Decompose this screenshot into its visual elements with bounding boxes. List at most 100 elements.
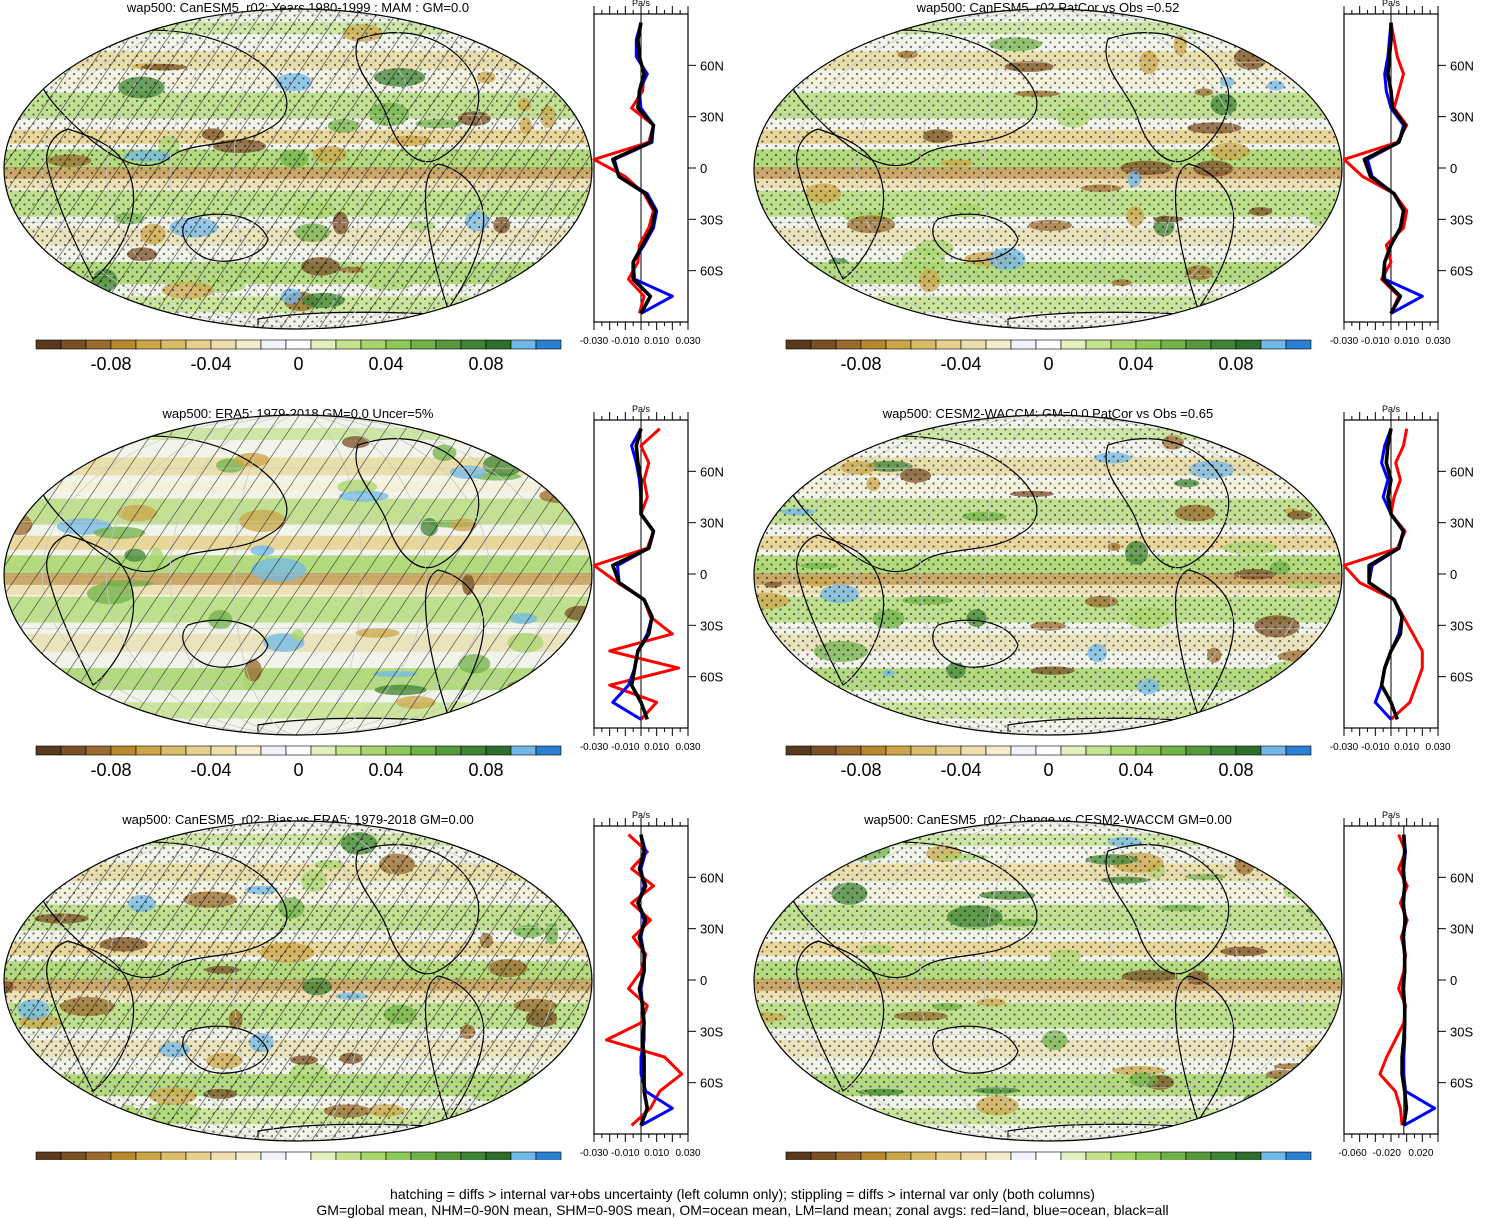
colorbar-swatch <box>1135 1151 1162 1160</box>
colorbar-swatch <box>335 745 362 756</box>
colorbar-swatch <box>535 339 562 350</box>
colorbar-swatch <box>985 745 1012 756</box>
colorbar-swatch <box>35 745 62 756</box>
colorbar-tick-label: 0.08 <box>1218 760 1253 780</box>
colorbar-swatch <box>160 1151 187 1160</box>
map-anomaly <box>558 677 587 688</box>
map-panel <box>754 821 1342 1141</box>
zonal-x-tick-label: 0.030 <box>675 742 700 753</box>
zonal-x-tick-label: -0.060 <box>1338 1148 1367 1159</box>
colorbar-swatch <box>435 1151 462 1160</box>
colorbar-swatch <box>235 339 262 350</box>
colorbar-tick-label: -0.04 <box>940 354 981 374</box>
panel-6: wap500: CanESM5_r02: Change vs CESM2-WAC… <box>753 810 1474 1160</box>
colorbar-tick-label: 0.04 <box>1118 760 1153 780</box>
zonal-x-tick-label: -0.020 <box>1373 1148 1402 1159</box>
colorbar-swatch <box>910 745 937 756</box>
colorbar-swatch <box>1260 1151 1287 1160</box>
zonal-unit-label: Pa/s <box>1382 810 1401 820</box>
zonal-lat-label: 30S <box>1450 618 1473 633</box>
colorbar-swatch <box>185 745 212 756</box>
stipple-overlay <box>754 821 1342 1141</box>
colorbar-swatch <box>1010 339 1037 350</box>
zonal-lat-label: 60N <box>1450 870 1474 885</box>
stipple-overlay <box>754 9 1342 329</box>
colorbar-swatch <box>935 1151 962 1160</box>
colorbar-swatch <box>835 1151 862 1160</box>
map-anomaly <box>538 859 574 878</box>
map-anomaly <box>772 273 789 289</box>
colorbar-swatch <box>85 339 112 350</box>
map-panel <box>4 415 592 735</box>
colorbar-swatch <box>1135 745 1162 756</box>
panel-title: wap500: ERA5: 1979-2018 GM=0.0 Uncer=5% <box>161 406 433 421</box>
colorbar-swatch <box>285 745 312 756</box>
colorbar-swatch <box>1085 1151 1112 1160</box>
zonal-lat-label: 0 <box>700 973 707 988</box>
map-anomaly <box>4 696 42 717</box>
colorbar-swatch <box>1035 745 1062 756</box>
map-anomaly <box>757 66 808 82</box>
map-anomaly <box>766 686 782 698</box>
colorbar-swatch <box>1010 1151 1037 1160</box>
zonal-lat-label: 30N <box>1450 922 1474 937</box>
colorbar-tick-label: 0.04 <box>368 760 403 780</box>
zonal-line-all <box>1400 834 1409 1126</box>
colorbar-swatch <box>1285 339 1312 350</box>
map-anomaly <box>781 280 827 288</box>
map-anomaly <box>776 862 816 882</box>
colorbar-swatch <box>460 1151 487 1160</box>
colorbar-swatch <box>985 339 1012 350</box>
zonal-line-all <box>1362 22 1407 315</box>
colorbar-swatch <box>210 339 237 350</box>
zonal-lat-label: 60N <box>700 464 724 479</box>
colorbar-swatch <box>510 745 537 756</box>
colorbar-swatch <box>885 1151 912 1160</box>
colorbar-swatch <box>1060 339 1087 350</box>
zonal-unit-label: Pa/s <box>632 404 651 414</box>
colorbar-swatch <box>35 339 62 350</box>
panel-3: wap500: ERA5: 1979-2018 GM=0.0 Uncer=5% -… <box>3 404 724 780</box>
map-anomaly <box>819 842 861 849</box>
colorbar-swatch <box>860 1151 887 1160</box>
zonal-x-tick-label: 0.010 <box>644 336 669 347</box>
colorbar-swatch <box>1260 339 1287 350</box>
colorbar-swatch <box>135 1151 162 1160</box>
colorbar-swatch <box>385 1151 412 1160</box>
colorbar-swatch <box>485 745 512 756</box>
zonal-lat-label: 60S <box>1450 264 1473 279</box>
zonal-line-ocean <box>1366 22 1424 315</box>
zonal-unit-label: Pa/s <box>632 0 651 8</box>
zonal-line-land <box>1342 22 1409 315</box>
colorbar-tick-label: -0.08 <box>840 354 881 374</box>
colorbar-swatch <box>85 1151 112 1160</box>
colorbar-swatch <box>110 745 137 756</box>
colorbar-swatch <box>60 339 87 350</box>
zonal-lat-label: 60S <box>1450 670 1473 685</box>
colorbar-swatch <box>360 1151 387 1160</box>
colorbar-swatch <box>810 745 837 756</box>
zonal-x-tick-label: -0.010 <box>1361 742 1390 753</box>
footer-note-legend: GM=global mean, NHM=0-90N mean, SHM=0-90… <box>316 1202 1169 1218</box>
colorbar-swatch <box>935 745 962 756</box>
zonal-unit-label: Pa/s <box>632 810 651 820</box>
zonal-lat-label: 30N <box>700 922 724 937</box>
hatch-overlay <box>4 821 592 1141</box>
map-anomaly <box>18 695 38 702</box>
map-anomaly <box>52 61 70 70</box>
colorbar-swatch <box>1035 339 1062 350</box>
zonal-x-tick-label: 0.030 <box>675 1148 700 1159</box>
colorbar-tick-label: 0.08 <box>1218 354 1253 374</box>
colorbar-swatch <box>1110 745 1137 756</box>
panel-title: wap500: CanESM5_r02 PatCor vs Obs =0.52 <box>916 0 1180 15</box>
colorbar-swatch <box>835 339 862 350</box>
zonal-unit-label: Pa/s <box>1382 404 1401 414</box>
map-panel <box>754 415 1342 735</box>
colorbar-tick-label: 0.08 <box>468 354 503 374</box>
colorbar-swatch <box>1160 339 1187 350</box>
zonal-lat-label: 0 <box>700 161 707 176</box>
hatch-overlay <box>4 415 592 735</box>
zonal-lat-label: 60S <box>700 1076 723 1091</box>
colorbar-swatch <box>935 339 962 350</box>
zonal-line-all <box>611 22 657 315</box>
